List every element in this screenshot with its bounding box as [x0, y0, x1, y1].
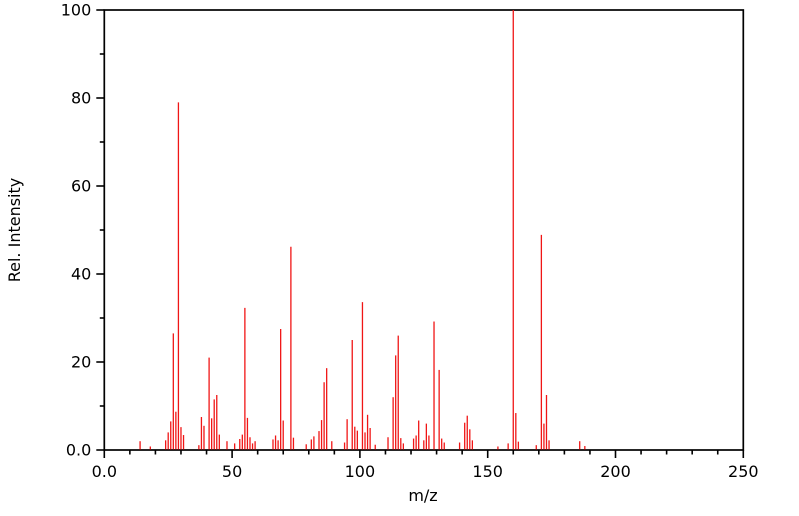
x-tick-label: 150 [472, 462, 503, 481]
y-tick-label: 0.0 [66, 441, 91, 460]
y-tick-label: 100 [61, 1, 92, 20]
plot-frame [103, 9, 745, 451]
y-tick-label: 60 [71, 177, 91, 196]
y-tick-label: 80 [71, 89, 91, 108]
x-tick-label: 100 [345, 462, 376, 481]
x-tick-label: 0.0 [92, 462, 117, 481]
x-tick-label: 250 [728, 462, 759, 481]
spectrum-peaks [139, 10, 586, 450]
y-tick-label: 40 [71, 265, 91, 284]
x-tick-label: 200 [600, 462, 631, 481]
y-tick-label: 20 [71, 353, 91, 372]
x-tick-label: 50 [222, 462, 242, 481]
tick-labels: 0.0 50 100 150 200 250 0.0 20 40 60 80 100 [61, 1, 759, 482]
y-axis-label: Rel. Intensity [5, 178, 24, 283]
axis-ticks [96, 9, 745, 458]
x-axis-label: m/z [408, 486, 437, 505]
